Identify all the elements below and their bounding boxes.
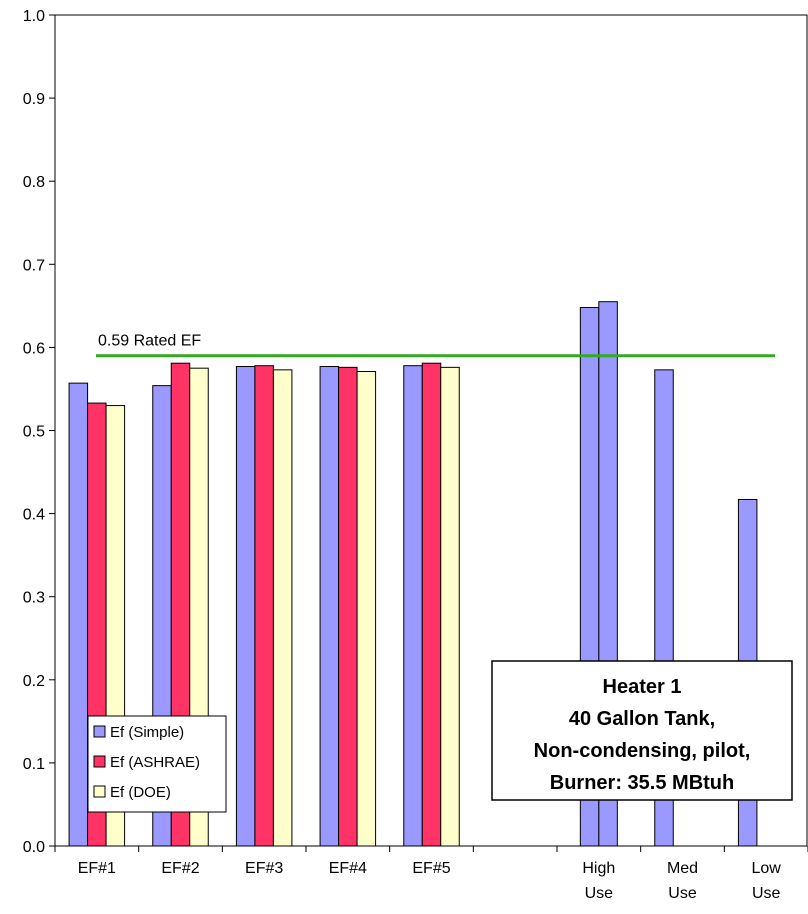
legend-label: Ef (ASHRAE) [110,754,200,771]
legend-swatch [93,755,106,768]
x-category-label: Use [752,885,781,902]
bar-ef-ashrae [338,366,358,847]
y-tick-label: 0.8 [23,174,45,191]
bar-ef-doe [440,366,460,847]
bar-ef-doe [272,369,293,847]
y-tick-label: 0.4 [23,507,45,524]
bar-ef-doe [356,370,377,847]
bar-ef-ashrae [421,362,442,847]
legend-label: Ef (DOE) [110,784,171,801]
info-box-line: Heater 1 [603,676,682,698]
x-category-label: EF#4 [329,860,367,877]
y-tick-label: 0.6 [23,340,45,357]
info-box-frame [491,660,793,801]
x-category-label: Use [585,885,614,902]
y-tick-label: 0.1 [23,756,45,773]
y-tick-label: 0.9 [23,91,45,108]
y-tick-label: 1.0 [23,8,45,25]
info-box-line: 40 Gallon Tank, [569,708,715,730]
reference-line-group: 0.59 Rated EF [96,333,775,358]
y-tick-label: 0.3 [23,590,45,607]
y-tick-label: 0.5 [23,424,45,441]
y-tick-label: 0.7 [23,257,45,274]
axes: 0.0 0.1 0.2 0.3 0.4 0.5 0.6 0.7 0.8 0.9 1.0 EF#1 EF#… [23,8,808,902]
legend: Ef (Simple) Ef (ASHRAE) Ef (DOE) [87,715,227,813]
y-tick-label: 0.2 [23,673,45,690]
info-box-line: Non-condensing, pilot, [534,740,751,762]
bar-ef-simple [403,365,423,847]
x-category-label: Use [668,885,697,902]
bar-ef-simple [68,382,89,847]
rated-ef-label: 0.59 Rated EF [98,333,201,350]
x-category-label: Low [751,860,781,877]
x-category-label: EF#5 [412,860,450,877]
x-category-label: EF#1 [78,860,116,877]
x-category-label: Med [667,860,698,877]
info-box: Heater 1 40 Gallon Tank, Non-condensing, p… [491,660,793,801]
info-box-line: Burner: 35.5 MBtuh [550,772,734,794]
bar-ef-simple [235,366,256,847]
legend-swatch [93,785,106,798]
legend-box [87,715,227,813]
x-category-label: EF#3 [245,860,283,877]
legend-label: Ef (Simple) [110,724,184,741]
x-category-label: High [582,860,615,877]
bar-ef-simple [319,366,340,847]
y-tick-label: 0.0 [23,839,45,856]
legend-swatch [93,725,106,738]
bar-ef-ashrae [254,365,274,847]
x-category-label: EF#2 [161,860,199,877]
